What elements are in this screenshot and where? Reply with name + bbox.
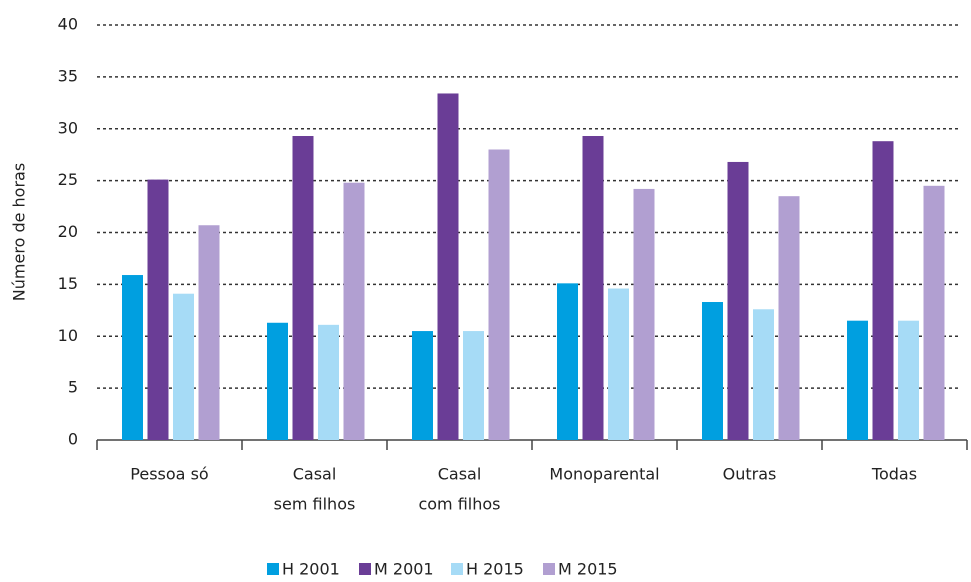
bar — [147, 179, 169, 440]
bar — [343, 182, 365, 440]
bar — [412, 331, 433, 440]
legend-label: H 2001 — [282, 560, 340, 579]
bar — [122, 275, 143, 440]
legend-label: H 2015 — [466, 560, 524, 579]
bar — [702, 302, 723, 440]
bar — [557, 283, 578, 440]
legend-swatch — [359, 563, 371, 575]
bar — [778, 196, 800, 440]
legend-swatch — [543, 563, 555, 575]
bar — [727, 161, 749, 440]
x-tick-label: sem filhos — [274, 495, 356, 514]
bar — [847, 320, 868, 440]
y-tick-label: 5 — [68, 378, 78, 397]
bar — [488, 149, 510, 440]
bar — [753, 309, 774, 440]
y-tick-label: 40 — [58, 15, 78, 34]
bar — [198, 225, 220, 440]
bar — [173, 293, 194, 440]
y-tick-label: 30 — [58, 118, 78, 137]
legend-label: M 2015 — [558, 560, 618, 579]
bar — [923, 185, 945, 440]
x-tick-label: Todas — [871, 465, 917, 484]
y-tick-label: 0 — [68, 430, 78, 449]
bar — [898, 320, 919, 440]
bar — [582, 136, 604, 440]
x-tick-label: com filhos — [418, 495, 500, 514]
x-tick-label: Pessoa só — [130, 465, 208, 484]
bar — [292, 136, 314, 440]
x-tick-label: Monoparental — [549, 465, 659, 484]
y-axis-label: Número de horas — [10, 163, 29, 301]
x-tick-label: Casal — [293, 465, 337, 484]
legend-swatch — [267, 563, 279, 575]
legend-swatch — [451, 563, 463, 575]
bar — [872, 141, 894, 440]
bar — [267, 322, 288, 440]
y-tick-label: 25 — [58, 170, 78, 189]
bar — [633, 188, 655, 440]
bar — [318, 324, 339, 440]
y-tick-label: 35 — [58, 66, 78, 85]
bar — [437, 93, 459, 440]
x-tick-label: Casal — [438, 465, 482, 484]
y-tick-label: 15 — [58, 274, 78, 293]
x-tick-label: Outras — [723, 465, 777, 484]
legend-label: M 2001 — [374, 560, 434, 579]
y-tick-label: 20 — [58, 222, 78, 241]
y-tick-label: 10 — [58, 326, 78, 345]
bar — [463, 331, 484, 440]
bar — [608, 288, 629, 440]
